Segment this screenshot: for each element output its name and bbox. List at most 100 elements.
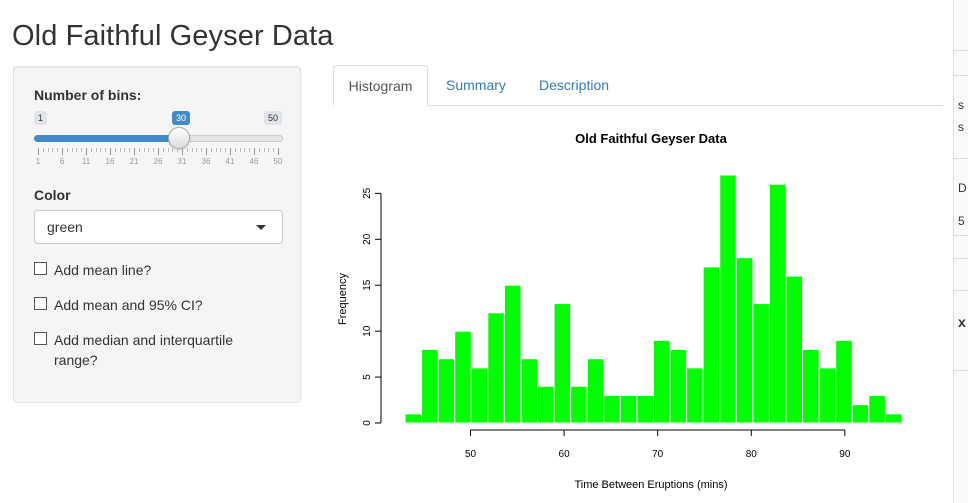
y-tick-label: 20 [362, 233, 373, 245]
color-select[interactable]: green [34, 210, 283, 244]
histogram-bar [470, 367, 489, 424]
slider-minor-tick [90, 148, 92, 152]
slider-minor-tick [201, 148, 203, 152]
slider-minor-tick [143, 148, 145, 152]
slider-minor-tick [66, 148, 68, 152]
histogram-bar [570, 385, 588, 424]
slider-minor-tick [57, 148, 59, 152]
slider-major-tick [254, 148, 255, 155]
tab-description[interactable]: Description [539, 77, 610, 93]
slider-minor-tick [71, 148, 73, 152]
slider-minor-tick [138, 148, 140, 152]
axes-group: 50 60 70 80 90 0 5 10 15 20 25 [362, 187, 851, 460]
slider-tick-label: 41 [225, 157, 235, 166]
tab-histogram[interactable]: Histogram [333, 65, 428, 106]
histogram-bar [719, 174, 737, 424]
slider-tick-label: 16 [105, 157, 115, 166]
x-axis-label: Time Between Eruptions (mins) [574, 479, 727, 491]
color-label: Color [34, 187, 71, 203]
page-title: Old Faithful Geyser Data [12, 20, 334, 52]
slider-minor-tick [215, 148, 217, 152]
slider-minor-tick [124, 148, 126, 152]
divider [954, 158, 968, 159]
histogram-bar [868, 394, 886, 424]
caret-down-icon [256, 225, 266, 230]
checkbox-label: Add mean and 95% CI? [54, 297, 203, 313]
slider-minor-tick [47, 148, 49, 152]
histogram-plot: Old Faithful Geyser Data Time Between Er… [337, 131, 903, 491]
slider-grid: 1 6 11 16 21 26 31 36 41 46 50 [34, 148, 283, 168]
slider-major-tick [38, 148, 39, 155]
slider-minor-tick [114, 148, 116, 152]
close-icon[interactable]: x [958, 314, 966, 330]
sidebar-panel: Number of bins: 1 50 30 1 6 11 16 21 26 31 36 41… [13, 66, 301, 403]
histogram-bar [702, 266, 721, 424]
slider-major-tick [182, 148, 183, 155]
clipped-text: 5 [958, 214, 965, 228]
histogram-bar [669, 349, 688, 424]
slider-minor-tick [52, 148, 54, 152]
slider-minor-tick [177, 148, 179, 152]
histogram-bar [752, 303, 770, 424]
slider-minor-tick [191, 148, 193, 152]
y-tick-label: 5 [362, 374, 373, 380]
bars-group [404, 174, 903, 424]
histogram-bar [851, 404, 870, 424]
divider [954, 75, 968, 76]
checkbox-label: Add median and interquartile range? [54, 332, 234, 368]
slider-tick-label: 50 [273, 157, 283, 166]
slider-major-tick [158, 148, 159, 155]
slider-value-label: 30 [172, 111, 191, 125]
slider-minor-tick [268, 148, 270, 152]
histogram-bar [884, 413, 903, 424]
slider-minor-tick [105, 148, 107, 152]
divider [954, 258, 968, 259]
bins-slider-handle[interactable] [168, 127, 190, 149]
slider-minor-tick [220, 148, 222, 152]
slider-major-tick [134, 148, 135, 155]
slider-minor-tick [239, 148, 241, 152]
clipped-text: D [958, 181, 967, 195]
histogram-bar [835, 339, 853, 424]
slider-tick-label: 6 [59, 157, 65, 166]
histogram-bar [437, 358, 456, 424]
checkbox-box[interactable] [34, 297, 47, 310]
slider-minor-tick [258, 148, 260, 152]
histogram-bar [503, 284, 522, 424]
slider-minor-tick [76, 148, 78, 152]
slider-tick-label: 11 [81, 157, 91, 166]
histogram-bar [603, 394, 621, 424]
slider-minor-tick [172, 148, 174, 152]
tab-summary[interactable]: Summary [446, 77, 506, 93]
y-axis-label: Frequency [337, 273, 349, 325]
histogram-bar [652, 339, 671, 424]
checkbox-box[interactable] [34, 262, 47, 275]
bins-slider-fill [34, 135, 179, 142]
slider-tick-label: 1 [35, 157, 41, 166]
histogram-bar [802, 349, 820, 424]
right-clipped-panel: s s D 5 x [953, 0, 968, 503]
slider-minor-tick [119, 148, 121, 152]
histogram-bar [586, 358, 605, 424]
histogram-bar [818, 367, 837, 424]
y-tick-label: 10 [362, 325, 373, 337]
divider [954, 235, 968, 236]
slider-major-tick [86, 148, 87, 155]
slider-minor-tick [196, 148, 198, 152]
y-tick-label: 0 [362, 420, 373, 426]
slider-minor-tick [100, 148, 102, 152]
x-tick-label: 60 [559, 449, 571, 460]
histogram-bar [735, 257, 754, 424]
slider-minor-tick [273, 148, 275, 152]
histogram-bar [785, 275, 804, 424]
slider-major-tick [278, 148, 279, 155]
slider-major-tick [62, 148, 63, 155]
histogram-bar [537, 385, 555, 424]
slider-minor-tick [225, 148, 227, 152]
x-tick-label: 50 [465, 449, 477, 460]
histogram-bar [421, 349, 439, 424]
slider-minor-tick [162, 148, 164, 152]
histogram-bar [520, 358, 539, 424]
checkbox-box[interactable] [34, 332, 47, 345]
slider-tick-label: 31 [177, 157, 187, 166]
